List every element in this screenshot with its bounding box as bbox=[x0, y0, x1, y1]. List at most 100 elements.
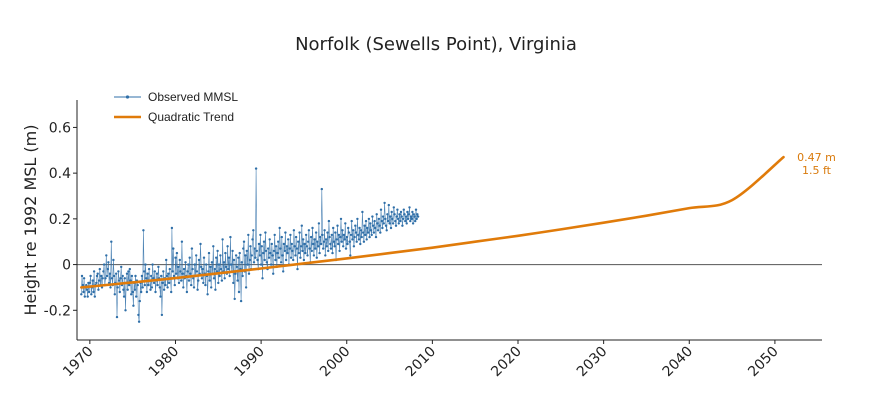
observed-mmsl-point bbox=[152, 281, 156, 285]
observed-mmsl-point bbox=[97, 288, 100, 291]
observed-mmsl-point bbox=[106, 267, 109, 271]
observed-mmsl-point bbox=[195, 254, 198, 257]
observed-mmsl-point bbox=[144, 263, 147, 266]
observed-mmsl-point bbox=[304, 251, 307, 255]
observed-mmsl-point bbox=[396, 217, 400, 221]
observed-mmsl-point bbox=[117, 279, 121, 282]
observed-mmsl-point bbox=[340, 240, 343, 243]
legend-label-trend: Quadratic Trend bbox=[148, 110, 234, 124]
observed-mmsl-point bbox=[91, 279, 94, 282]
quadratic-trend-series bbox=[80, 155, 785, 289]
observed-mmsl-point bbox=[323, 229, 326, 232]
observed-mmsl-point bbox=[205, 263, 208, 266]
observed-mmsl-point bbox=[294, 235, 298, 239]
observed-mmsl-point bbox=[170, 226, 174, 230]
observed-mmsl-point bbox=[122, 288, 125, 291]
observed-mmsl-point bbox=[134, 274, 137, 278]
observed-mmsl-point bbox=[382, 222, 385, 225]
observed-mmsl-point bbox=[187, 263, 190, 266]
observed-mmsl-point bbox=[116, 286, 119, 289]
observed-mmsl-point bbox=[138, 299, 141, 303]
observed-mmsl-point bbox=[127, 270, 130, 273]
observed-mmsl-point bbox=[387, 203, 390, 207]
observed-mmsl-point bbox=[127, 283, 131, 287]
observed-mmsl-point bbox=[343, 238, 346, 241]
observed-mmsl-point bbox=[338, 249, 341, 253]
observed-mmsl-point bbox=[175, 272, 178, 275]
observed-mmsl-point bbox=[295, 247, 298, 250]
observed-mmsl-point bbox=[317, 222, 321, 225]
observed-mmsl-point bbox=[276, 251, 279, 255]
observed-mmsl-point bbox=[300, 224, 303, 227]
observed-mmsl-point bbox=[89, 274, 92, 278]
observed-mmsl-point bbox=[130, 293, 133, 296]
observed-mmsl-point bbox=[188, 256, 191, 259]
observed-mmsl-point bbox=[132, 304, 135, 307]
observed-mmsl-point bbox=[105, 254, 108, 257]
observed-mmsl-point bbox=[374, 235, 378, 239]
observed-mmsl-point bbox=[178, 258, 181, 262]
observed-mmsl-point bbox=[140, 290, 143, 294]
y-tick-label: 0.6 bbox=[49, 120, 71, 136]
observed-mmsl-point bbox=[143, 283, 146, 287]
observed-mmsl-point bbox=[102, 263, 106, 266]
observed-mmsl-point bbox=[119, 277, 122, 280]
observed-mmsl-point bbox=[313, 238, 316, 241]
observed-mmsl-point bbox=[155, 272, 159, 275]
observed-mmsl-point bbox=[261, 277, 264, 280]
observed-mmsl-point bbox=[210, 286, 213, 289]
observed-mmsl-point bbox=[359, 229, 363, 232]
observed-mmsl-point bbox=[396, 208, 399, 211]
end-value-annotation: 0.47 m1.5 ft bbox=[797, 151, 836, 177]
observed-mmsl-point bbox=[254, 167, 258, 170]
observed-mmsl-point bbox=[362, 240, 366, 243]
observed-mmsl-point bbox=[146, 272, 149, 275]
observed-mmsl-point bbox=[352, 229, 355, 232]
observed-mmsl-point bbox=[346, 242, 349, 246]
observed-mmsl-point bbox=[333, 245, 336, 248]
observed-mmsl-point bbox=[135, 295, 138, 298]
observed-mmsl-point bbox=[142, 270, 146, 273]
observed-mmsl-point bbox=[101, 277, 104, 280]
observed-mmsl-point bbox=[152, 277, 155, 280]
observed-mmsl-point bbox=[125, 272, 129, 275]
y-axis-ticks: -0.2 0 0.2 0.4 0.6 bbox=[44, 120, 77, 319]
observed-mmsl-point bbox=[416, 215, 420, 218]
observed-mmsl-point bbox=[267, 247, 270, 250]
observed-mmsl-point bbox=[192, 277, 195, 280]
observed-mmsl-point bbox=[409, 219, 412, 223]
observed-mmsl-point bbox=[108, 272, 112, 275]
observed-mmsl-point bbox=[344, 247, 348, 250]
observed-mmsl-point bbox=[92, 270, 96, 273]
observed-mmsl-point bbox=[105, 274, 109, 278]
observed-mmsl-point bbox=[87, 290, 91, 294]
observed-mmsl-point bbox=[162, 270, 165, 273]
observed-mmsl-point bbox=[292, 229, 296, 232]
observed-mmsl-point bbox=[263, 258, 266, 262]
observed-mmsl-point bbox=[354, 231, 358, 234]
observed-mmsl-series bbox=[80, 167, 420, 323]
observed-mmsl-point bbox=[173, 283, 176, 287]
observed-mmsl-point bbox=[385, 229, 388, 232]
observed-mmsl-point bbox=[322, 240, 326, 243]
observed-mmsl-point bbox=[227, 267, 230, 271]
observed-mmsl-point bbox=[260, 245, 263, 248]
observed-mmsl-point bbox=[379, 208, 383, 211]
observed-mmsl-point bbox=[86, 295, 89, 298]
observed-mmsl-point bbox=[182, 267, 186, 271]
observed-mmsl-point bbox=[100, 286, 104, 289]
annotation-feet: 1.5 ft bbox=[802, 164, 832, 177]
observed-mmsl-point bbox=[262, 240, 266, 243]
observed-mmsl-point bbox=[316, 240, 319, 243]
observed-mmsl-point bbox=[301, 249, 304, 253]
observed-mmsl-point bbox=[241, 274, 244, 278]
observed-mmsl-point bbox=[197, 279, 200, 282]
observed-mmsl-point bbox=[326, 231, 329, 234]
observed-mmsl-point bbox=[369, 222, 372, 225]
observed-mmsl-point bbox=[318, 251, 321, 255]
observed-mmsl-point bbox=[380, 219, 383, 223]
observed-mmsl-point bbox=[303, 242, 306, 246]
observed-mmsl-point bbox=[252, 229, 255, 232]
observed-mmsl-point bbox=[350, 219, 353, 223]
observed-mmsl-point bbox=[220, 279, 224, 282]
